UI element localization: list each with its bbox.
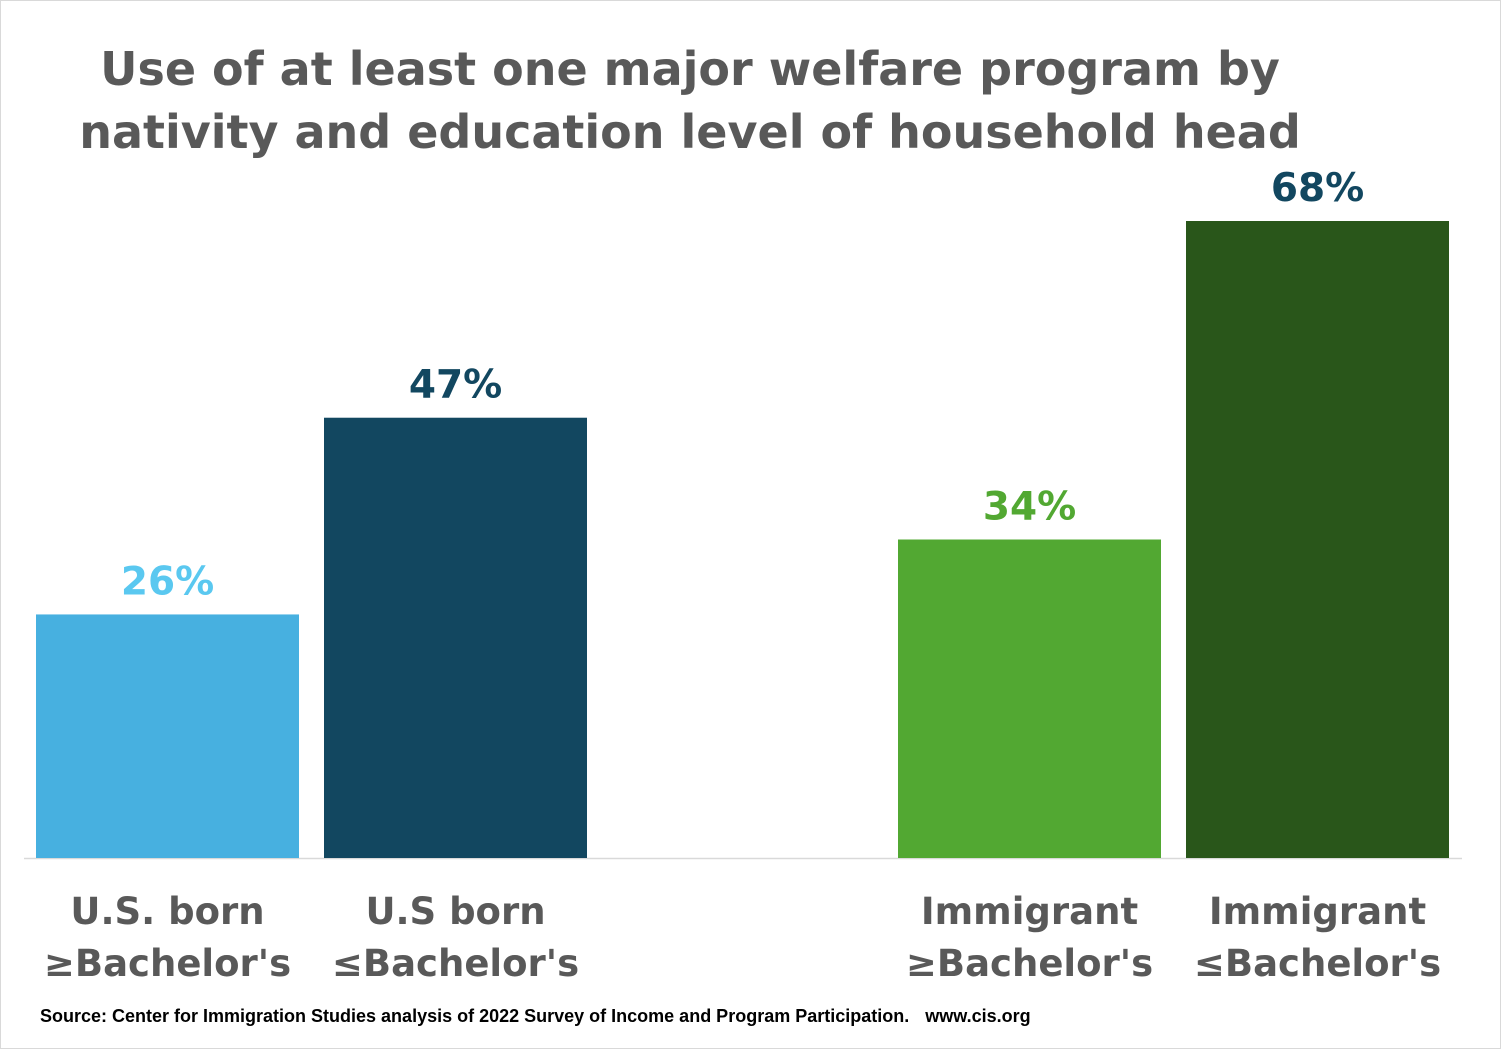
category-label-2-line-1: U.S born <box>365 890 545 933</box>
value-label-2: 47% <box>409 363 502 408</box>
bars-group <box>36 221 1449 858</box>
category-label-2-line-2: ≤Bachelor's <box>332 942 579 985</box>
category-label-3-line-1: Immigrant <box>921 890 1138 933</box>
bar-4 <box>1186 221 1449 858</box>
value-labels-group: 26% 47% 34% 68% <box>121 166 1364 604</box>
bar-2 <box>324 417 587 858</box>
bar-3 <box>898 539 1161 858</box>
category-label-4-line-2: ≤Bachelor's <box>1194 942 1441 985</box>
category-label-3-line-2: ≥Bachelor's <box>906 942 1153 985</box>
value-label-3: 34% <box>983 485 1076 530</box>
chart-title: Use of at least one major welfare progra… <box>40 38 1340 164</box>
bar-1 <box>36 614 299 858</box>
category-labels-group: U.S. born ≥Bachelor's U.S born ≤Bachelor's I… <box>44 890 1441 985</box>
source-text: Source: Center for Immigration Studies a… <box>40 1006 910 1026</box>
category-label-4-line-1: Immigrant <box>1209 890 1426 933</box>
category-label-1-line-2: ≥Bachelor's <box>44 942 291 985</box>
value-label-4: 68% <box>1271 166 1364 211</box>
chart-title-line-2: nativity and education level of househol… <box>79 105 1301 159</box>
category-label-1-line-1: U.S. born <box>70 890 264 933</box>
value-label-1: 26% <box>121 559 214 604</box>
website-link[interactable]: www.cis.org <box>925 1006 1031 1026</box>
chart-title-line-1: Use of at least one major welfare progra… <box>100 42 1280 96</box>
source-note: Source: Center for Immigration Studies a… <box>40 1006 1047 1027</box>
